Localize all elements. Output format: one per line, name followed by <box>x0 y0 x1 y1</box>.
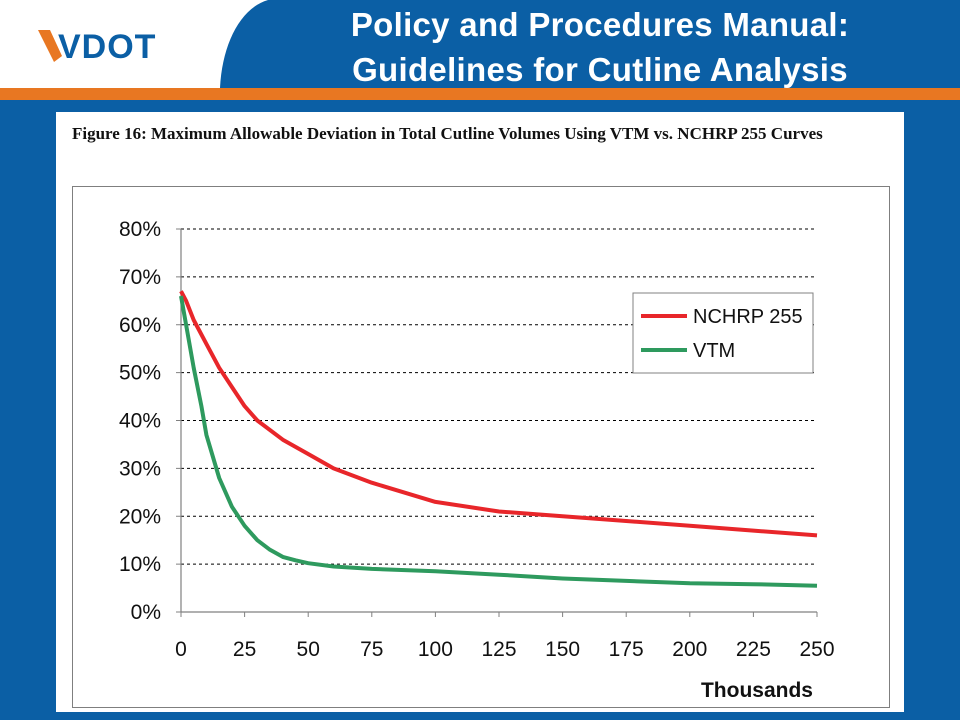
chart-frame: 0% 10% 20% 30% 40% 50% 60% 70% 80% 0 25 50 75 100 125 1… <box>72 186 890 708</box>
x-tick-label: 225 <box>736 638 771 661</box>
x-tick-label: 175 <box>609 638 644 661</box>
page-title-line-1: Policy and Procedures Manual: <box>350 6 850 43</box>
vdot-logo: VDOT <box>38 28 156 66</box>
y-tick-label: 10% <box>119 553 161 576</box>
y-tick-label: 0% <box>131 601 161 624</box>
line-chart: 0% 10% 20% 30% 40% 50% 60% 70% 80% 0 25 50 75 100 125 1… <box>119 218 835 702</box>
vdot-logo-swoosh-icon <box>38 30 62 62</box>
x-tick-label: 250 <box>799 638 834 661</box>
x-tick-label: 200 <box>672 638 707 661</box>
x-tick-label: 25 <box>233 638 256 661</box>
legend-box <box>632 292 814 374</box>
y-tick-label: 60% <box>119 314 161 337</box>
x-tick-label: 75 <box>360 638 383 661</box>
y-tick-label: 70% <box>119 266 161 289</box>
header-blue-tab <box>220 0 960 88</box>
series-line-nchrp-255 <box>179 290 818 538</box>
page-title: Policy and Procedures Manual: Guidelines… <box>250 2 950 92</box>
y-tick-label: 50% <box>119 362 161 385</box>
legend-label: NCHRP 255 <box>693 306 803 328</box>
x-tick-label: 100 <box>418 638 453 661</box>
figure-card: Figure 16: Maximum Allowable Deviation i… <box>56 112 904 712</box>
legend: NCHRP 255 VTM <box>632 292 814 374</box>
header-background <box>0 0 960 100</box>
header-bar: VDOT Policy and Procedures Manual: Guide… <box>0 0 960 100</box>
y-tick-label: 20% <box>119 505 161 528</box>
x-tick-label: 125 <box>481 638 516 661</box>
y-tick-label: 30% <box>119 457 161 480</box>
page-title-line-2: Guidelines for Cutline Analysis <box>352 51 848 88</box>
legend-label: VTM <box>693 340 735 362</box>
figure-caption: Figure 16: Maximum Allowable Deviation i… <box>72 124 823 143</box>
vdot-logo-text: VDOT <box>58 28 156 66</box>
x-axis-label: Thousands <box>701 679 813 702</box>
axes: 0% 10% 20% 30% 40% 50% 60% 70% 80% 0 25 50 75 100 125 1… <box>119 218 835 661</box>
series-lines <box>179 290 818 588</box>
y-tick-label: 40% <box>119 410 161 433</box>
gridlines <box>181 228 817 565</box>
x-tick-label: 0 <box>175 638 187 661</box>
x-tick-label: 150 <box>545 638 580 661</box>
x-tick-label: 50 <box>297 638 320 661</box>
y-tick-label: 80% <box>119 218 161 241</box>
series-line-vtm <box>179 295 818 588</box>
header-orange-stripe <box>0 88 960 100</box>
